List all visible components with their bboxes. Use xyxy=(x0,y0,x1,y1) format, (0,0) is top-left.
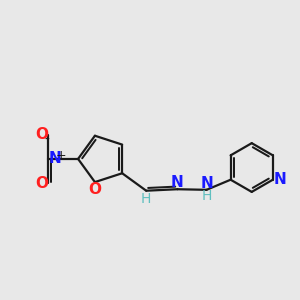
Text: +: + xyxy=(56,148,67,162)
Text: H: H xyxy=(201,189,212,203)
Text: H: H xyxy=(141,192,152,206)
Text: N: N xyxy=(274,172,286,187)
Text: O: O xyxy=(35,127,48,142)
Text: O: O xyxy=(88,182,101,197)
Text: N: N xyxy=(200,176,213,191)
Text: N: N xyxy=(49,152,61,166)
Text: -: - xyxy=(44,133,49,147)
Text: N: N xyxy=(171,175,184,190)
Text: O: O xyxy=(35,176,48,191)
